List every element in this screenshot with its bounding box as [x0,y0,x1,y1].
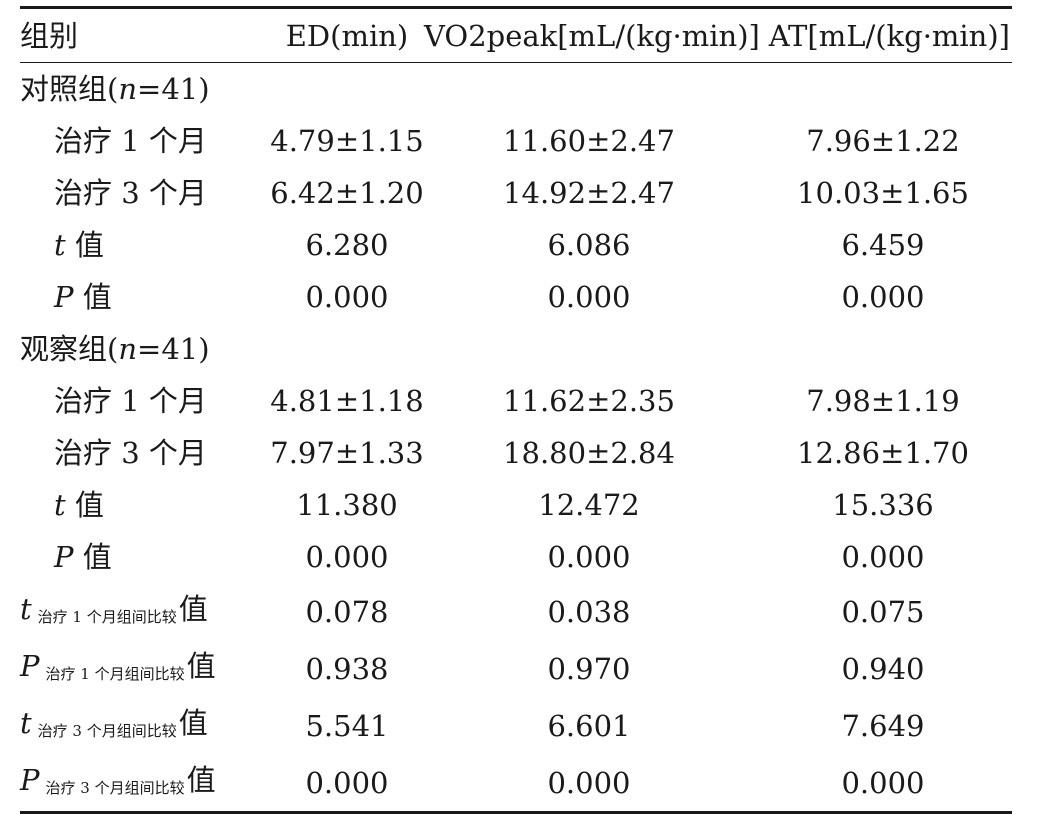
n-value: =41) [137,72,210,106]
table-row: t 值 6.280 6.086 6.459 [20,219,1012,271]
group-label-text: 观察组( [20,332,119,366]
row-label: P 值 [20,531,270,583]
cell-vo2peak: 12.472 [538,488,640,522]
cell-at: 7.649 [841,708,925,743]
table-row: P 治疗 3 个月组间比较值 0.000 0.000 0.000 [20,754,1012,813]
header-group: 组别 [20,7,270,63]
cell-at: 0.000 [841,540,925,574]
stat-symbol: t [54,488,66,522]
group-label-observation: 观察组(n=41) [20,323,1012,375]
table-row: 治疗 1 个月 4.79±1.15 11.60±2.47 7.96±1.22 [20,115,1012,167]
stat-subscript: 治疗 1 个月组间比较 [45,665,185,683]
header-vo2peak: VO2peak[mL/(kg·min)] [424,7,760,63]
stat-symbol: P [54,280,74,314]
table-header: 组别 ED(min) VO2peak[mL/(kg·min)] AT[mL/(k… [20,7,1012,63]
group-row-observation: 观察组(n=41) [20,323,1012,375]
cell-at: 10.03±1.65 [797,176,969,210]
stat-symbol: t [20,706,32,740]
stat-subscript: 治疗 1 个月组间比较 [37,608,177,626]
cell-ed: 7.97±1.33 [270,436,424,470]
cell-ed: 0.000 [305,540,389,574]
row-label: t 治疗 1 个月组间比较值 [20,583,270,640]
table-row: 治疗 3 个月 7.97±1.33 18.80±2.84 12.86±1.70 [20,427,1012,479]
table-row: t 治疗 3 个月组间比较值 5.541 6.601 7.649 [20,697,1012,754]
n-variable: n [118,72,138,106]
cell-at: 0.000 [841,765,925,800]
cell-vo2peak: 18.80±2.84 [503,436,675,470]
header-ed: ED(min) [270,7,424,63]
cell-ed: 4.81±1.18 [270,384,424,418]
cell-vo2peak: 11.60±2.47 [503,124,675,158]
row-label: t 治疗 3 个月组间比较值 [20,697,270,754]
cell-at: 6.459 [841,228,925,262]
table-body: 对照组(n=41) 治疗 1 个月 4.79±1.15 11.60±2.47 7… [20,63,1012,813]
cell-ed: 4.79±1.15 [270,124,424,158]
stat-suffix: 值 [74,228,104,262]
cell-vo2peak: 0.000 [547,765,631,800]
stat-symbol: P [20,649,40,683]
stat-suffix: 值 [186,763,216,797]
cell-at: 15.336 [832,488,934,522]
stat-symbol: P [20,763,40,797]
stat-symbol: t [20,592,32,626]
cell-ed: 0.000 [305,280,389,314]
cell-at: 7.96±1.22 [806,124,960,158]
row-label: P 治疗 1 个月组间比较值 [20,640,270,697]
row-label: P 治疗 3 个月组间比较值 [20,754,270,813]
row-label: 治疗 1 个月 [54,124,207,158]
table-row: 治疗 3 个月 6.42±1.20 14.92±2.47 10.03±1.65 [20,167,1012,219]
table-row: 治疗 1 个月 4.81±1.18 11.62±2.35 7.98±1.19 [20,375,1012,427]
cell-ed: 0.078 [305,594,389,629]
cell-at: 12.86±1.70 [797,436,969,470]
cell-vo2peak: 14.92±2.47 [503,176,675,210]
cell-vo2peak: 6.601 [547,708,631,743]
header-row: 组别 ED(min) VO2peak[mL/(kg·min)] AT[mL/(k… [20,7,1012,63]
n-value: =41) [137,332,210,366]
row-label: P 值 [20,271,270,323]
cell-vo2peak: 0.000 [547,540,631,574]
cell-vo2peak: 11.62±2.35 [503,384,675,418]
table-row: t 治疗 1 个月组间比较值 0.078 0.038 0.075 [20,583,1012,640]
results-table: 组别 ED(min) VO2peak[mL/(kg·min)] AT[mL/(k… [20,6,1012,814]
n-variable: n [118,332,138,366]
stat-suffix: 值 [186,649,216,683]
cell-ed: 11.380 [296,488,398,522]
cell-ed: 0.938 [305,651,389,686]
cell-ed: 5.541 [305,708,389,743]
group-row-control: 对照组(n=41) [20,63,1012,116]
stat-suffix: 值 [74,488,104,522]
row-label: 治疗 3 个月 [54,176,207,210]
cell-at: 0.940 [841,651,925,686]
cell-vo2peak: 0.970 [547,651,631,686]
cell-vo2peak: 6.086 [547,228,631,262]
stat-suffix: 值 [82,280,112,314]
stat-subscript: 治疗 3 个月组间比较 [45,779,185,797]
table-row: t 值 11.380 12.472 15.336 [20,479,1012,531]
stat-symbol: t [54,228,66,262]
row-label: 治疗 1 个月 [54,384,207,418]
cell-vo2peak: 0.038 [547,594,631,629]
header-at: AT[mL/(kg·min)] [754,7,1012,63]
table-row: P 值 0.000 0.000 0.000 [20,271,1012,323]
row-label: t 值 [20,219,270,271]
cell-at: 0.075 [841,594,925,629]
stat-suffix: 值 [82,540,112,574]
group-label-control: 对照组(n=41) [20,63,1012,116]
cell-ed: 6.42±1.20 [270,176,424,210]
table-row: P 治疗 1 个月组间比较值 0.938 0.970 0.940 [20,640,1012,697]
cell-at: 7.98±1.19 [806,384,960,418]
row-label: t 值 [20,479,270,531]
cell-ed: 0.000 [305,765,389,800]
stat-subscript: 治疗 3 个月组间比较 [37,722,177,740]
stat-suffix: 值 [178,706,208,740]
stat-symbol: P [54,540,74,574]
cell-ed: 6.280 [305,228,389,262]
cell-at: 0.000 [841,280,925,314]
row-label: 治疗 3 个月 [54,436,207,470]
table-row: P 值 0.000 0.000 0.000 [20,531,1012,583]
stat-suffix: 值 [178,592,208,626]
cell-vo2peak: 0.000 [547,280,631,314]
group-label-text: 对照组( [20,72,119,106]
